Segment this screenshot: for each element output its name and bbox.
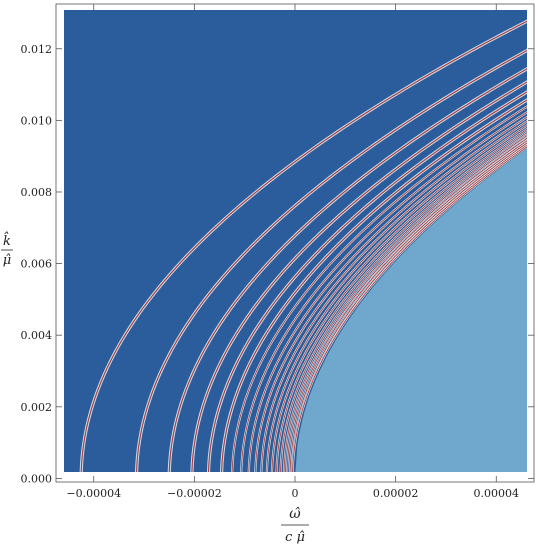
resonance-curve — [276, 135, 527, 472]
x-axis-label-denominator: c μ̂ — [285, 530, 305, 545]
resonance-curve — [240, 111, 527, 472]
resonance-curve — [260, 124, 527, 472]
y-tick-label: 0.012 — [21, 43, 53, 56]
resonance-curve — [80, 20, 527, 472]
x-tick-label: 0 — [292, 487, 299, 500]
resonance-curve — [231, 106, 527, 472]
x-axis-label-numerator: ω̂ — [289, 506, 301, 522]
y-tick-label: 0.008 — [21, 186, 53, 199]
y-axis-label-denominator: μ̂ — [3, 253, 11, 268]
y-axis-ticks: 0.000 0.002 0.004 0.006 0.008 0.010 0.012 — [21, 43, 534, 485]
resonance-curve — [248, 116, 527, 472]
resonance-curve — [254, 121, 527, 472]
resonance-curve — [136, 49, 527, 472]
x-tick-label: 0.00002 — [373, 487, 419, 500]
resonance-curve — [266, 128, 527, 472]
y-tick-label: 0.002 — [21, 401, 53, 414]
resonance-curve — [271, 132, 527, 472]
resonance-curve — [286, 142, 527, 472]
resonance-curve — [191, 81, 527, 472]
y-tick-label: 0.004 — [21, 329, 53, 342]
resonance-curve — [283, 140, 527, 472]
resonance-curve — [292, 146, 527, 472]
y-axis-label-numerator: k̂ — [3, 231, 11, 249]
y-tick-label: 0.010 — [21, 114, 53, 127]
resonance-curve — [221, 99, 527, 472]
resonance-curve — [208, 91, 527, 472]
resonance-curves — [79, 19, 527, 472]
x-axis-label: ω̂ c μ̂ — [281, 506, 309, 545]
y-axis-label: k̂ μ̂ — [1, 231, 13, 268]
x-tick-label: −0.00002 — [167, 487, 222, 500]
y-tick-label: 0.006 — [21, 258, 53, 271]
resonance-curve — [280, 137, 527, 472]
resonance-curve — [289, 144, 527, 472]
continuum-region — [295, 148, 527, 472]
x-axis-ticks: −0.00004 −0.00002 0 0.00002 0.00004 — [66, 4, 519, 500]
x-tick-label: −0.00004 — [66, 487, 121, 500]
resonance-curve — [168, 68, 527, 472]
plot-area — [64, 10, 527, 472]
x-tick-label: 0.00004 — [474, 487, 520, 500]
y-tick-label: 0.000 — [21, 472, 53, 485]
